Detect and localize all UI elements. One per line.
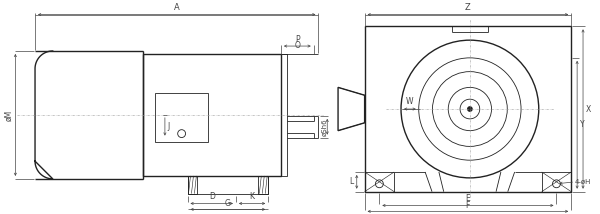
Bar [281, 54, 287, 176]
Text: 4-øH: 4-øH [575, 179, 592, 185]
Text: K: K [250, 193, 254, 202]
Text: øSh6: øSh6 [322, 118, 328, 135]
Text: øM: øM [4, 109, 13, 120]
Text: W: W [406, 97, 413, 106]
Text: Z: Z [465, 3, 471, 12]
Text: A: A [174, 3, 179, 12]
Text: E: E [466, 195, 470, 204]
Text: X: X [586, 104, 591, 113]
Bar [365, 172, 394, 192]
Text: O: O [295, 41, 300, 50]
Text: J: J [168, 122, 170, 131]
Circle shape [468, 107, 472, 111]
Text: L: L [350, 177, 354, 186]
Text: G: G [225, 199, 231, 208]
Bar [365, 26, 571, 192]
Bar [143, 54, 281, 176]
Bar [542, 172, 571, 192]
Text: F: F [466, 201, 470, 210]
Text: Y: Y [580, 120, 585, 129]
Text: P: P [295, 35, 299, 44]
Bar [188, 176, 268, 194]
Bar [155, 93, 208, 143]
Bar [259, 176, 268, 194]
Bar [188, 176, 197, 194]
Text: D: D [209, 193, 215, 202]
